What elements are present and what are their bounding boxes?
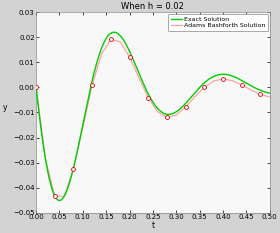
Adams Bashforth Solution bbox=[137, 76, 141, 79]
X-axis label: t: t bbox=[151, 222, 155, 230]
Line: Exact Solution: Exact Solution bbox=[36, 32, 270, 200]
Exact Solution bbox=[148, 96, 151, 98]
Legend: Exact Solution, Adams Bashforth Solution: Exact Solution, Adams Bashforth Solution bbox=[168, 14, 268, 31]
Exact Solution bbox=[268, 92, 271, 95]
Exact Solution bbox=[112, 31, 116, 34]
Y-axis label: y: y bbox=[3, 103, 7, 113]
Adams Bashforth Solution bbox=[81, 126, 85, 129]
Adams Bashforth Solution bbox=[212, 80, 215, 82]
Title: When h = 0.02: When h = 0.02 bbox=[122, 3, 184, 11]
Adams Bashforth Solution bbox=[268, 96, 271, 99]
Exact Solution bbox=[142, 83, 145, 86]
Adams Bashforth Solution bbox=[44, 158, 47, 160]
Adams Bashforth Solution bbox=[100, 53, 103, 55]
Adams Bashforth Solution bbox=[249, 89, 253, 91]
Adams Bashforth Solution bbox=[231, 79, 234, 82]
Adams Bashforth Solution bbox=[109, 38, 113, 41]
Adams Bashforth Solution bbox=[118, 40, 122, 43]
Exact Solution bbox=[46, 171, 50, 174]
Exact Solution bbox=[58, 199, 61, 202]
Adams Bashforth Solution bbox=[72, 168, 75, 171]
Adams Bashforth Solution bbox=[240, 83, 243, 86]
Adams Bashforth Solution bbox=[259, 93, 262, 96]
Adams Bashforth Solution bbox=[203, 86, 206, 89]
Adams Bashforth Solution bbox=[128, 55, 131, 58]
Adams Bashforth Solution bbox=[165, 116, 169, 119]
Adams Bashforth Solution bbox=[193, 95, 197, 98]
Line: Adams Bashforth Solution: Adams Bashforth Solution bbox=[36, 39, 270, 196]
Adams Bashforth Solution bbox=[221, 78, 225, 80]
Exact Solution bbox=[219, 73, 222, 76]
Adams Bashforth Solution bbox=[174, 114, 178, 116]
Adams Bashforth Solution bbox=[34, 86, 38, 89]
Adams Bashforth Solution bbox=[156, 110, 159, 113]
Exact Solution bbox=[34, 86, 38, 89]
Exact Solution bbox=[261, 90, 265, 93]
Adams Bashforth Solution bbox=[90, 84, 94, 87]
Adams Bashforth Solution bbox=[62, 195, 66, 198]
Adams Bashforth Solution bbox=[146, 96, 150, 99]
Adams Bashforth Solution bbox=[184, 106, 187, 108]
Adams Bashforth Solution bbox=[53, 195, 57, 197]
Exact Solution bbox=[262, 90, 265, 93]
